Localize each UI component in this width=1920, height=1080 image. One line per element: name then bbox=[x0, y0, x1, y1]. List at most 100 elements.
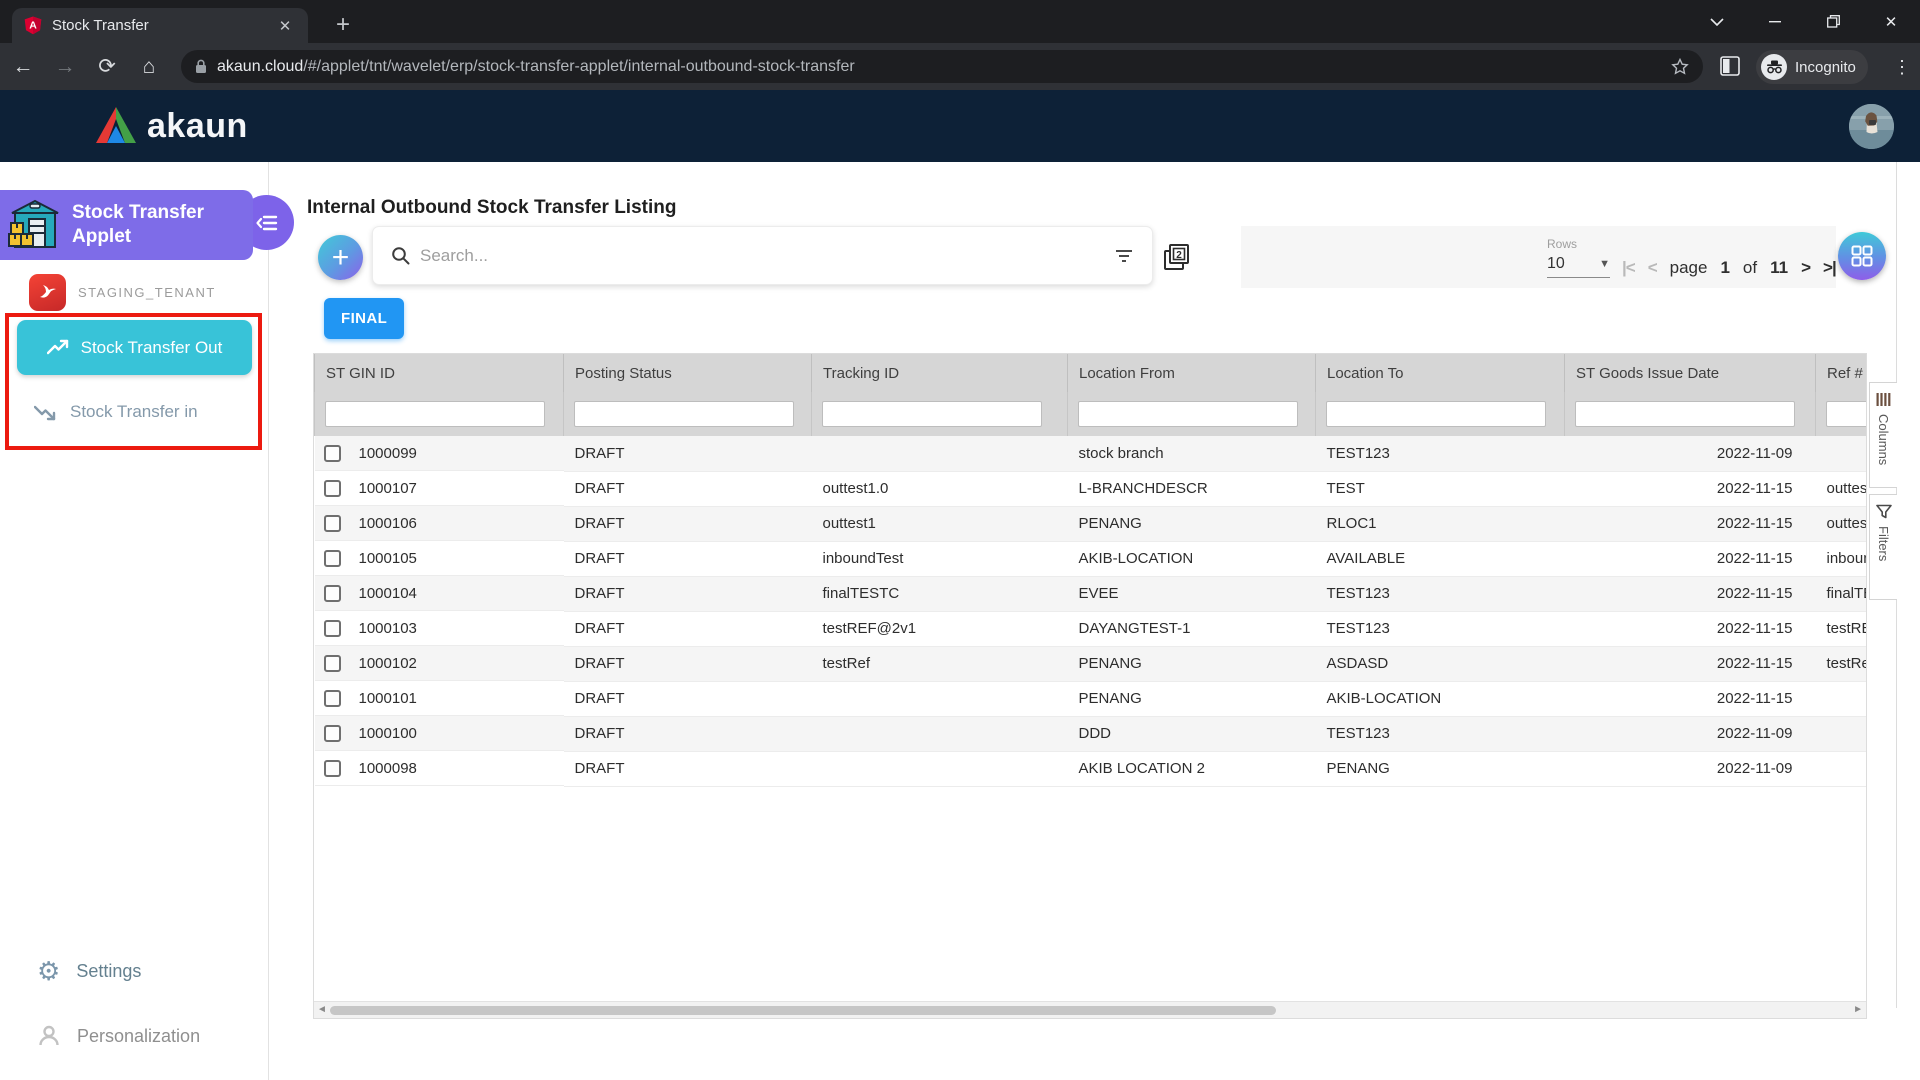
column-filter-input[interactable] bbox=[1078, 401, 1298, 427]
back-icon[interactable]: ← bbox=[12, 54, 34, 78]
cell-location-to: TEST123 bbox=[1315, 436, 1565, 472]
previous-page-icon[interactable]: < bbox=[1647, 258, 1658, 277]
table-row[interactable]: 1000101 DRAFT PENANG AKIB-LOCATION 2022-… bbox=[314, 681, 1866, 717]
cell-location-from: L-BRANCHDESCR bbox=[1067, 471, 1316, 507]
rows-value: 10 bbox=[1547, 255, 1565, 272]
column-header[interactable]: Tracking ID bbox=[811, 354, 1068, 392]
url-bar[interactable]: akaun.cloud/#/applet/tnt/wavelet/erp/sto… bbox=[181, 50, 1703, 83]
next-page-icon[interactable]: > bbox=[1801, 258, 1811, 277]
browser-toolbar: ← → ⟳ ⌂ akaun.cloud/#/applet/tnt/wavelet… bbox=[0, 43, 1920, 90]
row-checkbox[interactable] bbox=[323, 514, 341, 532]
rows-per-page-dropdown[interactable]: 10 ▼ bbox=[1547, 255, 1610, 278]
cell-posting-status: DRAFT bbox=[563, 576, 812, 612]
window-maximize-button[interactable] bbox=[1804, 0, 1862, 43]
cell-tracking-id bbox=[811, 716, 1068, 752]
cell-st-gin-id: 1000104 bbox=[358, 584, 417, 602]
applet-banner[interactable]: Stock Transfer Applet bbox=[0, 190, 253, 260]
sidebar-item-personalization[interactable]: Personalization bbox=[37, 1024, 200, 1048]
bookmark-star-icon[interactable] bbox=[1671, 57, 1689, 76]
incognito-icon bbox=[1761, 54, 1787, 80]
row-checkbox[interactable] bbox=[323, 689, 341, 707]
cell-location-from: stock branch bbox=[1067, 436, 1316, 472]
scroll-right-icon[interactable]: ► bbox=[1853, 1004, 1863, 1015]
row-checkbox[interactable] bbox=[323, 654, 341, 672]
table-row[interactable]: 1000103 DRAFT testREF@2v1 DAYANGTEST-1 T… bbox=[314, 611, 1866, 647]
row-checkbox[interactable] bbox=[323, 619, 341, 637]
cell-ref: outtest1.0 bbox=[1815, 471, 1866, 507]
column-filter-input[interactable] bbox=[574, 401, 794, 427]
column-filter-input[interactable] bbox=[1826, 401, 1866, 427]
cell-location-to: AVAILABLE bbox=[1315, 541, 1565, 577]
window-minimize-button[interactable] bbox=[1746, 0, 1804, 43]
trending-up-icon bbox=[46, 339, 68, 354]
table-row[interactable]: 1000106 DRAFT outtest1 PENANG RLOC1 2022… bbox=[314, 506, 1866, 542]
sidebar-item-stock-transfer-in[interactable]: Stock Transfer in bbox=[34, 402, 198, 422]
last-page-icon[interactable]: >| bbox=[1823, 258, 1837, 277]
forward-icon[interactable]: → bbox=[54, 54, 76, 78]
first-page-icon[interactable]: |< bbox=[1622, 258, 1636, 277]
horizontal-scrollbar[interactable]: ◄ ► bbox=[314, 1001, 1866, 1018]
column-header[interactable]: Ref # bbox=[1815, 354, 1866, 392]
sidebar-item-stock-transfer-out[interactable]: Stock Transfer Out bbox=[17, 320, 252, 375]
browser-tab[interactable]: A Stock Transfer ✕ bbox=[12, 8, 308, 43]
home-icon[interactable]: ⌂ bbox=[142, 54, 156, 78]
page-title: Internal Outbound Stock Transfer Listing bbox=[307, 197, 677, 218]
tenant-selector[interactable]: STAGING_TENANT bbox=[29, 274, 216, 311]
cell-ref bbox=[1815, 751, 1866, 787]
row-checkbox[interactable] bbox=[323, 444, 341, 462]
cell-st-gin-id: 1000102 bbox=[358, 654, 417, 672]
cell-location-from: PENANG bbox=[1067, 681, 1316, 717]
column-filter-input[interactable] bbox=[1575, 401, 1795, 427]
cell-tracking-id bbox=[811, 436, 1068, 472]
cell-ref: outtest1 bbox=[1815, 506, 1866, 542]
tab-close-icon[interactable]: ✕ bbox=[278, 17, 292, 35]
table-row[interactable]: 1000105 DRAFT inboundTest AKIB-LOCATION … bbox=[314, 541, 1866, 577]
reload-icon[interactable]: ⟳ bbox=[98, 55, 116, 78]
row-checkbox[interactable] bbox=[323, 724, 341, 742]
filter-lines-icon[interactable] bbox=[1114, 249, 1134, 263]
tab-filters[interactable]: Filters bbox=[1869, 494, 1897, 600]
column-filter-input[interactable] bbox=[1326, 401, 1546, 427]
column-filter-cell bbox=[563, 392, 812, 436]
column-filter-input[interactable] bbox=[822, 401, 1042, 427]
duplicate-view-button[interactable]: 2 bbox=[1160, 240, 1192, 274]
cell-location-to: AKIB-LOCATION bbox=[1315, 681, 1565, 717]
table-row[interactable]: 1000099 DRAFT stock branch TEST123 2022-… bbox=[314, 436, 1866, 472]
cell-posting-status: DRAFT bbox=[563, 436, 812, 472]
tab-search-chevron-icon[interactable] bbox=[1688, 0, 1746, 43]
side-panel-icon[interactable] bbox=[1718, 53, 1742, 79]
row-checkbox[interactable] bbox=[323, 479, 341, 497]
table-row[interactable]: 1000098 DRAFT AKIB LOCATION 2 PENANG 202… bbox=[314, 751, 1866, 787]
sidebar-item-settings[interactable]: ⚙ Settings bbox=[37, 958, 141, 984]
column-filter-input[interactable] bbox=[325, 401, 545, 427]
final-button[interactable]: FINAL bbox=[324, 298, 405, 339]
row-checkbox[interactable] bbox=[323, 549, 341, 567]
column-header[interactable]: ST GIN ID bbox=[314, 354, 564, 392]
table-row[interactable]: 1000107 DRAFT outtest1.0 L-BRANCHDESCR T… bbox=[314, 471, 1866, 507]
row-checkbox[interactable] bbox=[323, 584, 341, 602]
cell-st-gin-id: 1000099 bbox=[358, 444, 417, 462]
column-header[interactable]: ST Goods Issue Date bbox=[1564, 354, 1816, 392]
window-close-button[interactable]: ✕ bbox=[1884, 13, 1898, 31]
cell-ref bbox=[1815, 436, 1866, 472]
table-row[interactable]: 1000100 DRAFT DDD TEST123 2022-11-09 bbox=[314, 716, 1866, 752]
column-header[interactable]: Posting Status bbox=[563, 354, 812, 392]
search-input[interactable] bbox=[420, 245, 1114, 266]
column-header[interactable]: Location From bbox=[1067, 354, 1316, 392]
browser-menu-icon[interactable]: ⋮ bbox=[1893, 56, 1911, 77]
new-tab-button[interactable]: + bbox=[335, 11, 350, 38]
scrollbar-thumb[interactable] bbox=[330, 1006, 1276, 1015]
table-row[interactable]: 1000104 DRAFT finalTESTC EVEE TEST123 20… bbox=[314, 576, 1866, 612]
tab-columns[interactable]: Columns bbox=[1869, 382, 1897, 488]
cell-issue-date: 2022-11-09 bbox=[1564, 716, 1816, 752]
column-filter-cell bbox=[1315, 392, 1565, 436]
cell-location-from: DDD bbox=[1067, 716, 1316, 752]
column-header[interactable]: Location To bbox=[1315, 354, 1565, 392]
scroll-left-icon[interactable]: ◄ bbox=[317, 1004, 327, 1015]
add-record-button[interactable]: + bbox=[318, 235, 363, 280]
grid-view-button[interactable] bbox=[1838, 232, 1886, 280]
table-row[interactable]: 1000102 DRAFT testRef PENANG ASDASD 2022… bbox=[314, 646, 1866, 682]
row-checkbox[interactable] bbox=[323, 759, 341, 777]
cell-issue-date: 2022-11-09 bbox=[1564, 751, 1816, 787]
user-avatar[interactable] bbox=[1849, 104, 1894, 149]
